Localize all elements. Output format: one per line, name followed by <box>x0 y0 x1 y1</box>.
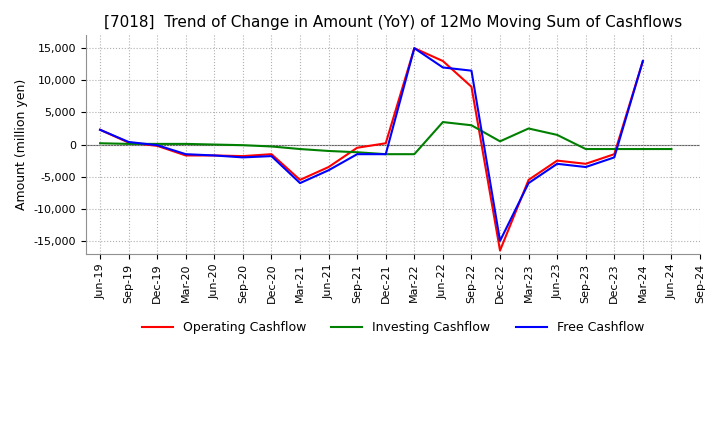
Investing Cashflow <box>153 141 161 147</box>
Investing Cashflow <box>267 144 276 149</box>
Free Cashflow <box>582 165 590 170</box>
Operating Cashflow <box>610 151 618 157</box>
Investing Cashflow <box>296 147 305 152</box>
Operating Cashflow <box>238 154 247 159</box>
Investing Cashflow <box>353 150 361 155</box>
Investing Cashflow <box>495 139 504 144</box>
Investing Cashflow <box>210 142 219 147</box>
Investing Cashflow <box>524 126 533 131</box>
Investing Cashflow <box>125 141 133 147</box>
Operating Cashflow <box>210 153 219 158</box>
Operating Cashflow <box>438 59 447 64</box>
Line: Free Cashflow: Free Cashflow <box>100 48 643 241</box>
Operating Cashflow <box>181 153 190 158</box>
Free Cashflow <box>96 127 104 132</box>
Investing Cashflow <box>410 151 418 157</box>
Operating Cashflow <box>582 161 590 166</box>
Investing Cashflow <box>553 132 562 138</box>
Operating Cashflow <box>382 141 390 146</box>
Free Cashflow <box>382 151 390 157</box>
Investing Cashflow <box>438 119 447 125</box>
Free Cashflow <box>467 68 476 73</box>
Operating Cashflow <box>324 165 333 170</box>
Legend: Operating Cashflow, Investing Cashflow, Free Cashflow: Operating Cashflow, Investing Cashflow, … <box>137 316 649 339</box>
Investing Cashflow <box>238 143 247 148</box>
Line: Operating Cashflow: Operating Cashflow <box>100 48 643 250</box>
Operating Cashflow <box>153 143 161 148</box>
Investing Cashflow <box>181 141 190 147</box>
Free Cashflow <box>610 155 618 160</box>
Operating Cashflow <box>353 145 361 150</box>
Free Cashflow <box>153 143 161 148</box>
Investing Cashflow <box>467 123 476 128</box>
Free Cashflow <box>410 46 418 51</box>
Free Cashflow <box>324 168 333 173</box>
Free Cashflow <box>267 154 276 159</box>
Operating Cashflow <box>96 127 104 132</box>
Investing Cashflow <box>382 151 390 157</box>
Investing Cashflow <box>96 141 104 146</box>
Operating Cashflow <box>524 177 533 183</box>
Investing Cashflow <box>582 147 590 152</box>
Investing Cashflow <box>610 147 618 152</box>
Operating Cashflow <box>467 84 476 89</box>
Operating Cashflow <box>639 59 647 64</box>
Title: [7018]  Trend of Change in Amount (YoY) of 12Mo Moving Sum of Cashflows: [7018] Trend of Change in Amount (YoY) o… <box>104 15 682 30</box>
Free Cashflow <box>639 59 647 64</box>
Free Cashflow <box>438 65 447 70</box>
Investing Cashflow <box>324 148 333 154</box>
Operating Cashflow <box>125 140 133 145</box>
Investing Cashflow <box>667 147 676 152</box>
Free Cashflow <box>210 153 219 158</box>
Y-axis label: Amount (million yen): Amount (million yen) <box>15 79 28 210</box>
Operating Cashflow <box>553 158 562 163</box>
Free Cashflow <box>553 161 562 166</box>
Free Cashflow <box>296 180 305 186</box>
Free Cashflow <box>238 155 247 160</box>
Operating Cashflow <box>296 177 305 183</box>
Investing Cashflow <box>639 147 647 152</box>
Operating Cashflow <box>410 46 418 51</box>
Free Cashflow <box>495 238 504 244</box>
Line: Investing Cashflow: Investing Cashflow <box>100 122 672 154</box>
Operating Cashflow <box>495 248 504 253</box>
Free Cashflow <box>181 151 190 157</box>
Operating Cashflow <box>267 151 276 157</box>
Free Cashflow <box>125 139 133 145</box>
Free Cashflow <box>353 151 361 157</box>
Free Cashflow <box>524 180 533 186</box>
